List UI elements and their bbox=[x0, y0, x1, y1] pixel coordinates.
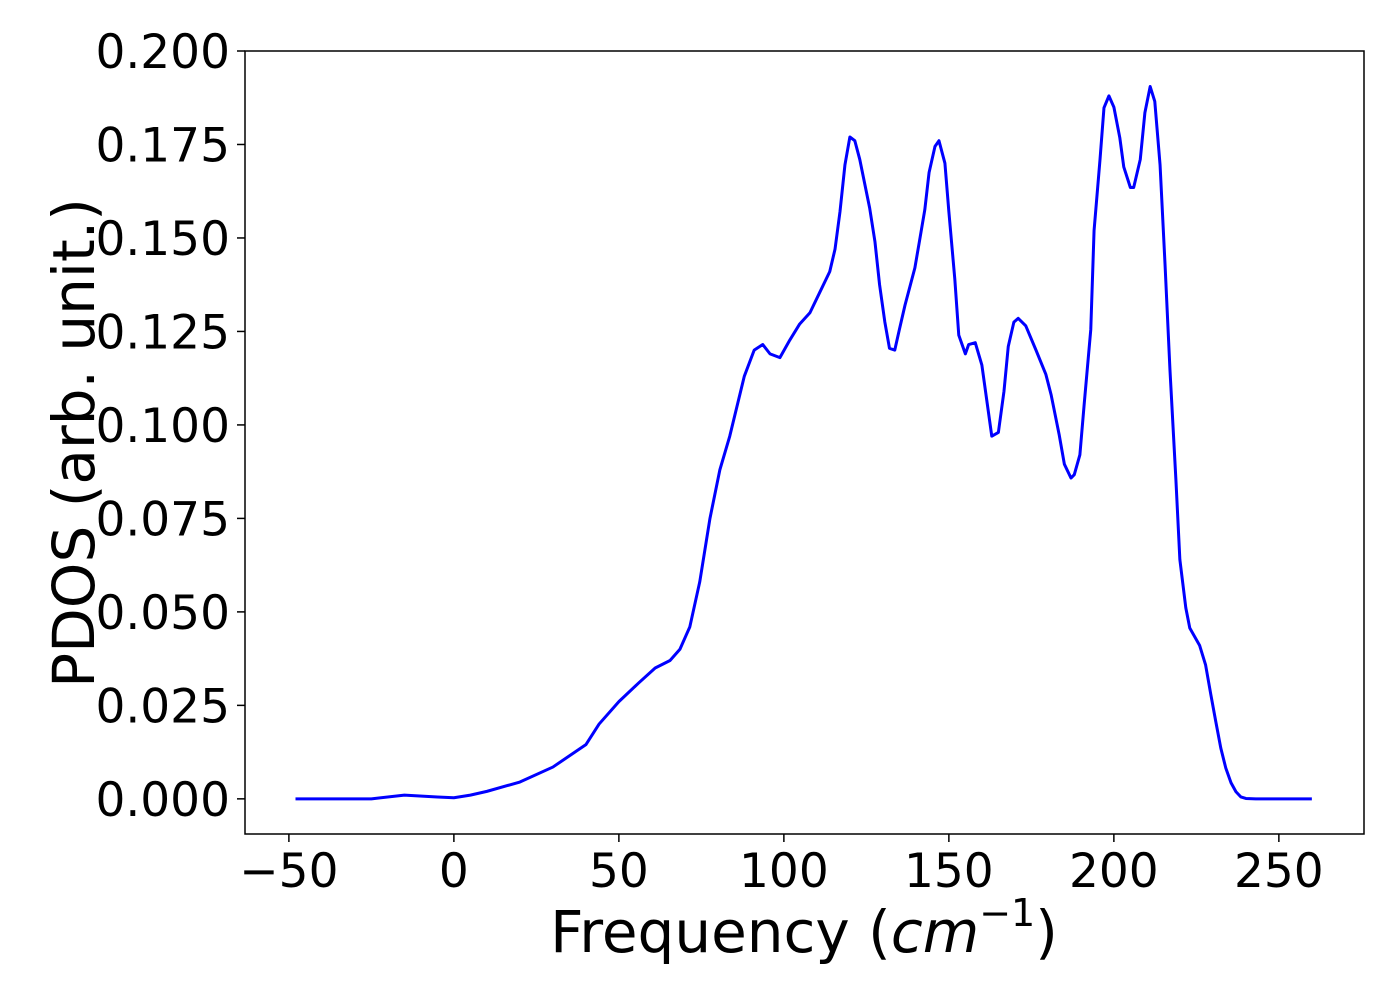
x-tick-label: 0 bbox=[439, 844, 469, 899]
x-label-part: cm bbox=[891, 898, 979, 966]
y-axis-label: PDOS (arb. unit.) bbox=[40, 198, 108, 688]
x-label-part: −1 bbox=[979, 891, 1035, 935]
y-tick-label: 0.125 bbox=[95, 305, 230, 360]
x-tick-label: 50 bbox=[589, 844, 649, 899]
x-tick-label: 100 bbox=[739, 844, 829, 899]
y-tick-label: 0.025 bbox=[95, 679, 230, 734]
y-tick-label: 0.200 bbox=[95, 25, 230, 80]
x-label-part: ) bbox=[1035, 898, 1058, 966]
y-tick-label: 0.000 bbox=[95, 773, 230, 828]
plot-frame bbox=[244, 50, 1365, 835]
x-axis-label: Frequency (cm−1) bbox=[550, 891, 1058, 966]
y-tick-label: 0.100 bbox=[95, 399, 230, 454]
x-tick-label: 200 bbox=[1069, 844, 1159, 899]
y-tick-label: 0.050 bbox=[95, 586, 230, 641]
data-line bbox=[295, 85, 1312, 801]
y-tick-label: 0.150 bbox=[95, 212, 230, 267]
y-tick-label: 0.175 bbox=[95, 118, 230, 173]
x-tick-label: 150 bbox=[904, 844, 994, 899]
x-tick-label: 250 bbox=[1234, 844, 1324, 899]
y-tick-label: 0.075 bbox=[95, 492, 230, 547]
x-tick-label: −50 bbox=[239, 844, 338, 899]
x-label-part: Frequency ( bbox=[550, 898, 891, 966]
